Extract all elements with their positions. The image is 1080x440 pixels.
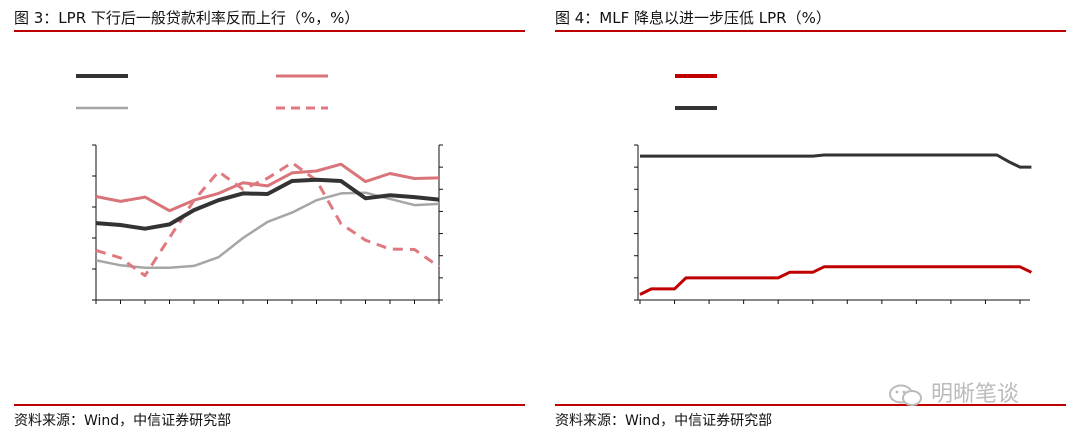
right-chart-panel: 图 4：MLF 降息以进一步压低 LPR（%） 资料来源：Wind，中信证券研究… xyxy=(555,0,1080,440)
source-note: 资料来源：Wind，中信证券研究部 xyxy=(555,413,773,429)
series-line xyxy=(639,265,1033,296)
source-divider xyxy=(14,404,525,406)
left-chart-panel: 图 3：LPR 下行后一般贷款利率反而上行（%，%） 资料来源：Wind，中信证… xyxy=(14,0,544,440)
series-line xyxy=(95,162,440,213)
title-divider xyxy=(555,30,1066,32)
source-note: 资料来源：Wind，中信证券研究部 xyxy=(14,413,232,429)
series-line xyxy=(95,161,440,278)
series-line xyxy=(95,177,440,231)
watermark-text: 明晰笔谈 xyxy=(931,382,1020,407)
source-divider xyxy=(555,404,1066,406)
title-divider xyxy=(14,30,525,32)
chart-title: 图 3：LPR 下行后一般贷款利率反而上行（%，%） xyxy=(14,9,360,27)
mlf-lpr-chart xyxy=(634,74,1033,304)
series-line xyxy=(640,153,1032,169)
lpr-loan-rate-chart xyxy=(76,74,443,304)
watermark: 明晰笔谈 xyxy=(888,376,1019,408)
chart-title: 图 4：MLF 降息以进一步压低 LPR（%） xyxy=(555,9,831,27)
wechat-icon xyxy=(889,384,922,406)
